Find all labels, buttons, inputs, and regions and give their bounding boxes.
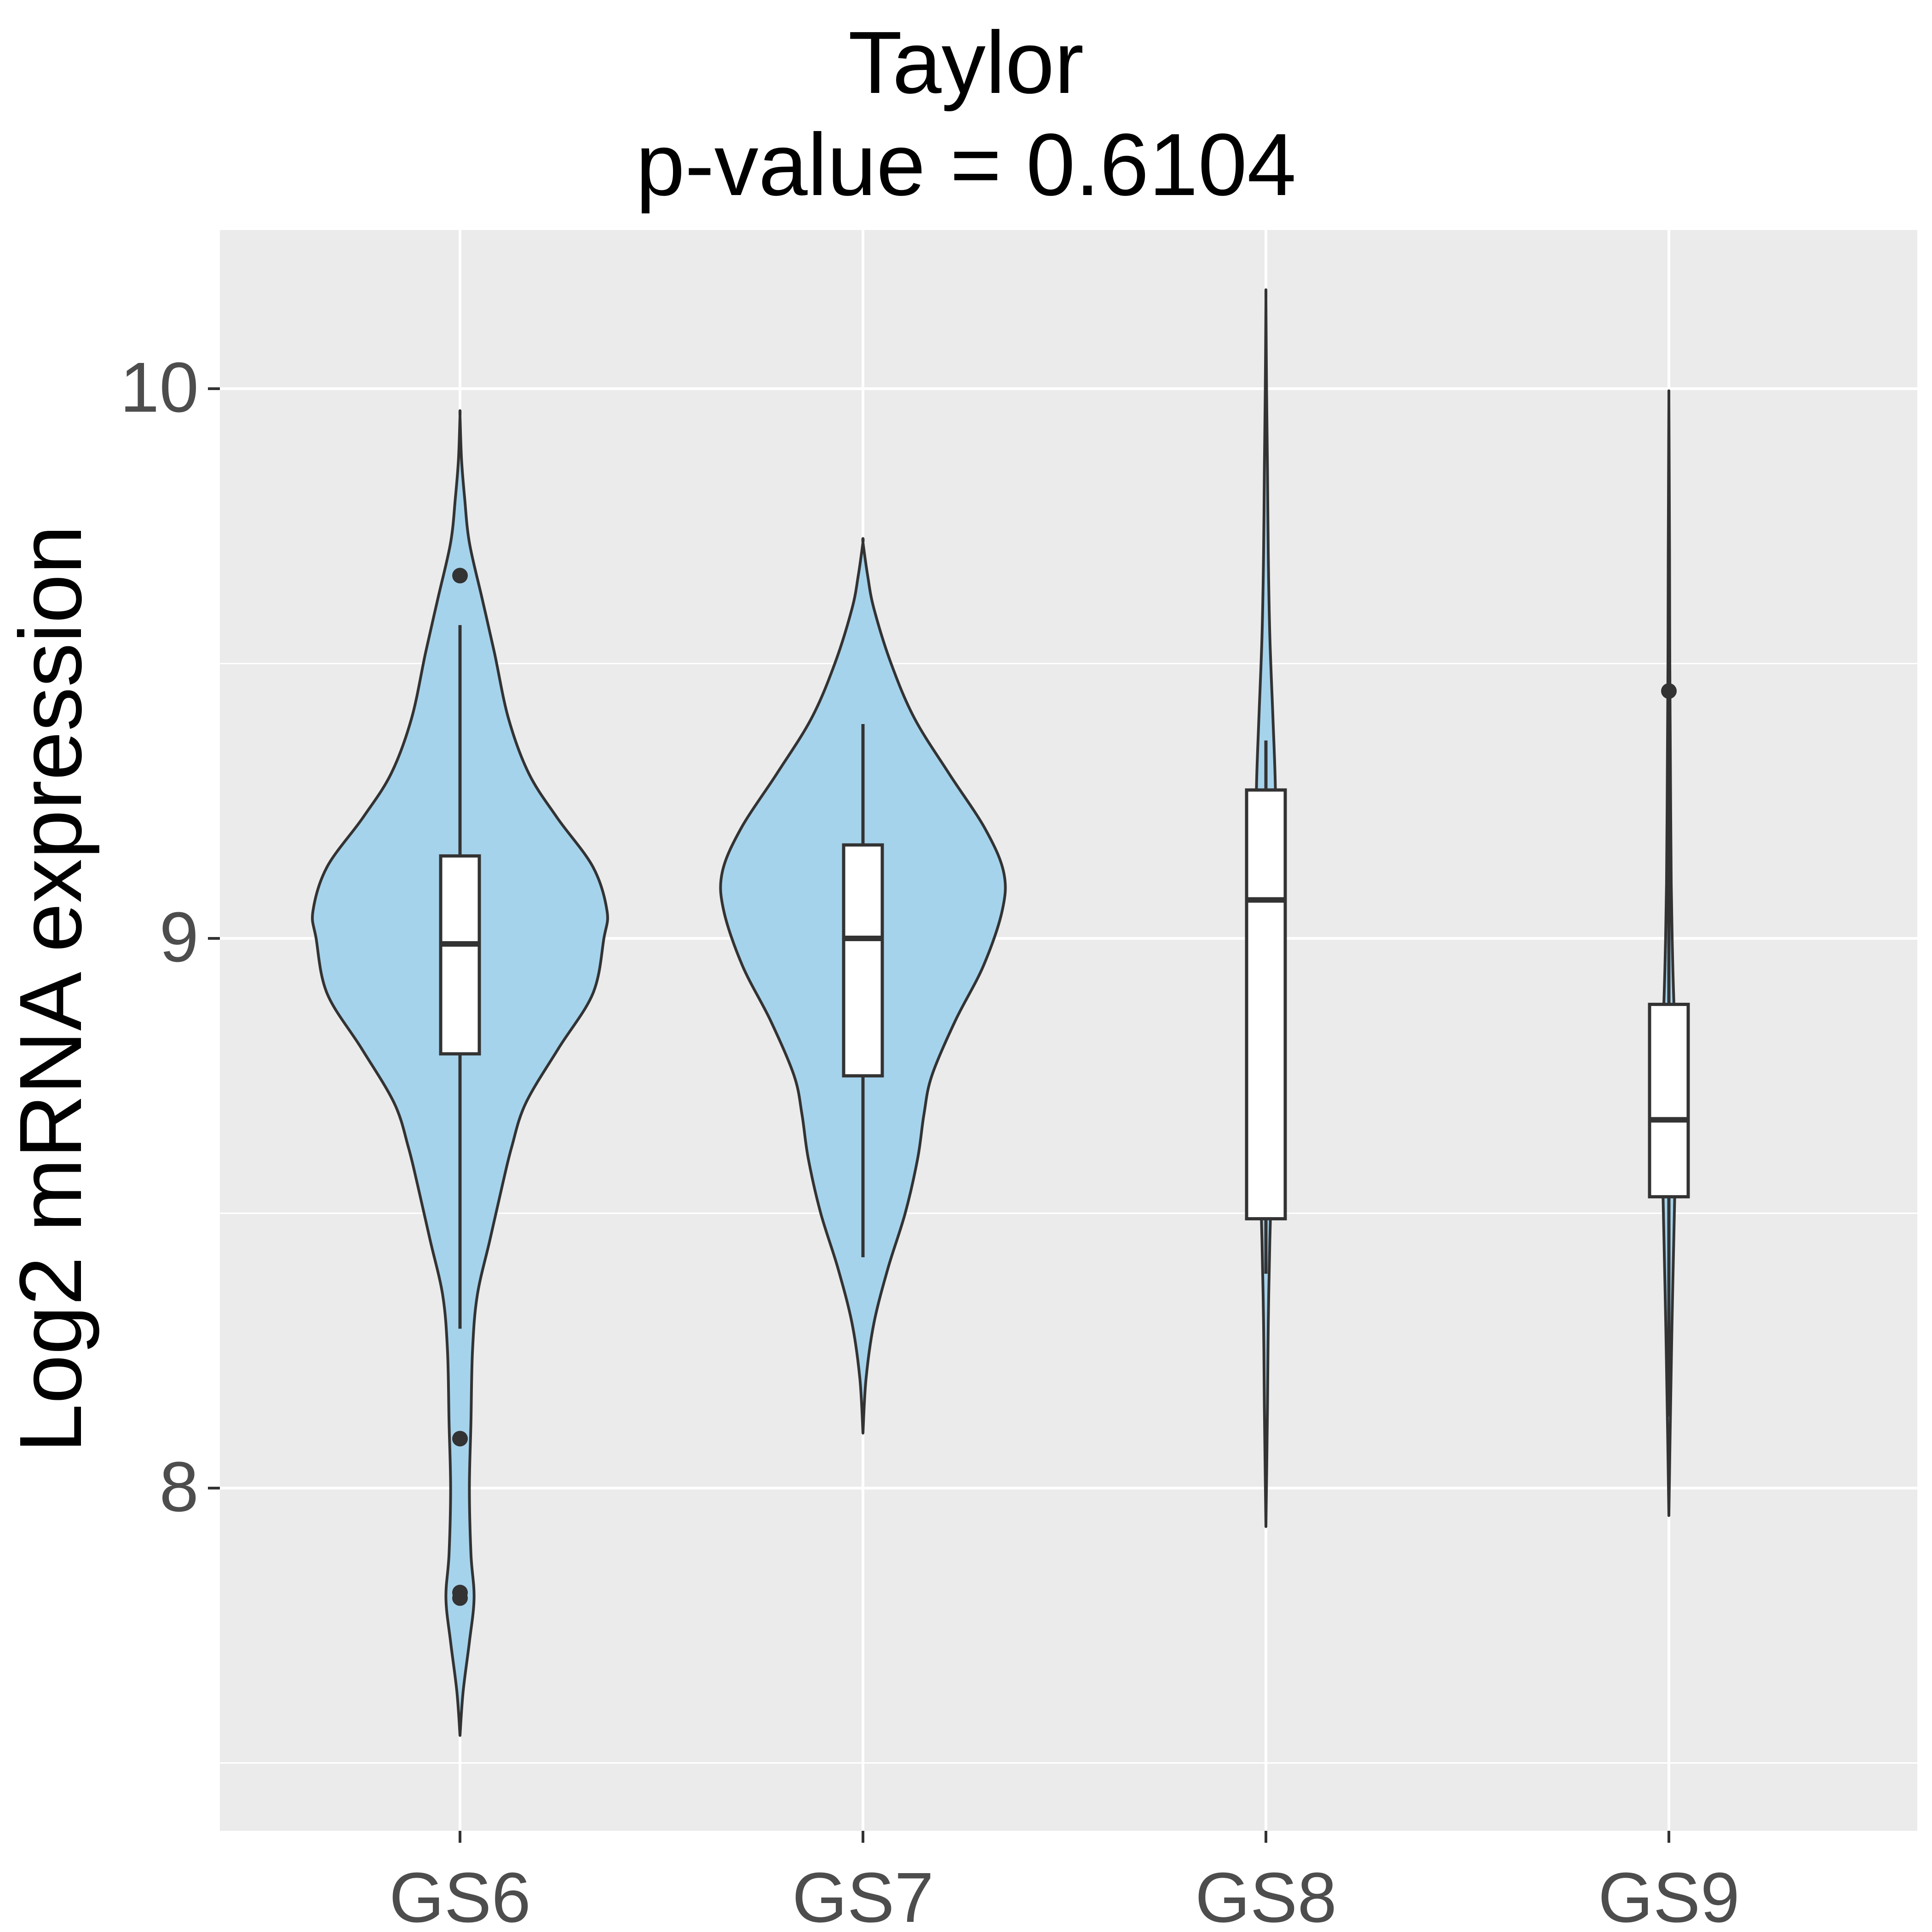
- x-tick-label: GS8: [1195, 1858, 1337, 1932]
- box-iqr: [1648, 1002, 1690, 1199]
- boxplot-gs8: [1245, 740, 1287, 1274]
- x-tick-label: GS6: [389, 1858, 531, 1932]
- box-iqr: [842, 843, 884, 1078]
- boxplots: [439, 568, 1690, 1606]
- boxplot-gs9: [1648, 683, 1690, 1417]
- outlier-point: [452, 1431, 468, 1447]
- boxplot-gs6: [439, 568, 481, 1606]
- outlier-point: [452, 568, 468, 584]
- outlier-point: [1661, 683, 1677, 699]
- boxplot-gs7: [842, 724, 884, 1258]
- chart-title: Taylor: [848, 13, 1084, 112]
- axes: 8 9 10 GS6 GS7 GS8 GS9: [120, 348, 1740, 1932]
- box-iqr: [439, 854, 481, 1056]
- outlier-point: [452, 1590, 468, 1606]
- x-tick-label: GS9: [1598, 1858, 1740, 1932]
- y-tick-label: 10: [120, 348, 199, 427]
- y-tick-label: 9: [159, 897, 199, 977]
- box-iqr: [1245, 788, 1287, 1220]
- x-tick-label: GS7: [792, 1858, 934, 1932]
- y-tick-label: 8: [159, 1447, 199, 1526]
- chart-subtitle: p-value = 0.6104: [636, 115, 1296, 214]
